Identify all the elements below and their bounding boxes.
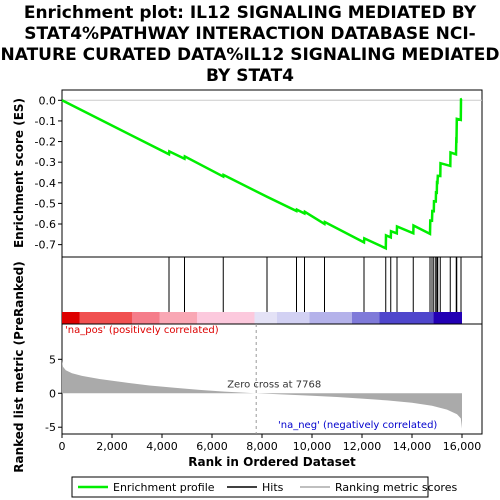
x-tick-label: 2,000 — [96, 440, 128, 453]
heatmap-band — [62, 312, 80, 324]
es-y-tick-label: -0.5 — [35, 197, 56, 210]
hit-marks — [168, 257, 462, 312]
chart-title-line-1: STAT4%PATHWAY INTERACTION DATABASE NCI- — [24, 24, 475, 44]
chart-title: Enrichment plot: IL12 SIGNALING MEDIATED… — [1, 3, 500, 86]
zero-cross-label: Zero cross at 7768 — [227, 379, 321, 390]
es-y-tick-label: -0.3 — [35, 156, 56, 169]
es-y-axis: 0.0 -0.1 -0.2 -0.3 -0.4 -0.5 -0.6 -0.7 — [35, 94, 62, 252]
hits-panel — [61, 256, 483, 325]
es-panel-frame — [61, 89, 483, 258]
x-tick-label: 16,000 — [443, 440, 482, 453]
heatmap-band — [197, 312, 255, 324]
metric-y-axis: 5 0 -5 — [45, 353, 62, 434]
heatmap-band — [79, 312, 132, 324]
x-tick-label: 12,000 — [343, 440, 382, 453]
metric-y-axis-label: Ranked list metric (PreRanked) — [12, 261, 26, 473]
heatmap-band — [352, 312, 380, 324]
es-y-tick-label: -0.4 — [35, 177, 56, 190]
x-axis: 0 2,000 4,000 6,000 8,000 10,000 12,000 14,000 1… — [59, 434, 482, 453]
es-y-tick-label: -0.1 — [35, 115, 56, 128]
legend-label-hits: Hits — [262, 481, 284, 494]
x-tick-label: 14,000 — [393, 440, 432, 453]
x-tick-label: 6,000 — [196, 440, 228, 453]
heatmap-band — [379, 312, 434, 324]
x-tick-label: 10,000 — [293, 440, 332, 453]
heatmap-band — [433, 312, 462, 324]
es-y-tick-label: 0.0 — [39, 94, 57, 107]
enrichment-profile-line — [61, 97, 463, 251]
negative-correlation-label: 'na_neg' (negatively correlated) — [278, 420, 437, 431]
ranking-metric-area — [62, 360, 462, 429]
heatmap-band — [309, 312, 352, 324]
heatmap-band — [277, 312, 310, 324]
ranked-metric-panel: Zero cross at 7768 'na_pos' (positively … — [12, 261, 483, 473]
metric-panel-frame — [61, 323, 483, 435]
es-y-axis-label: Enrichment score (ES) — [12, 98, 26, 248]
x-tick-label: 0 — [59, 440, 66, 453]
metric-y-tick-label: -5 — [45, 421, 56, 434]
x-axis-label: Rank in Ordered Dataset — [188, 455, 356, 469]
legend-label-enrichment-profile: Enrichment profile — [113, 481, 215, 494]
es-y-tick-label: -0.2 — [35, 136, 56, 149]
chart-title-line-2: NATURE CURATED DATA%IL12 SIGNALING MEDIA… — [1, 45, 500, 65]
positive-correlation-label: 'na_pos' (positively correlated) — [65, 325, 219, 336]
x-tick-label: 8,000 — [246, 440, 278, 453]
chart-title-line-3: BY STAT4 — [206, 66, 294, 86]
es-y-tick-label: -0.7 — [35, 239, 56, 252]
x-tick-label: 4,000 — [146, 440, 178, 453]
legend: Enrichment profile Hits Ranking metric s… — [71, 476, 457, 498]
enrichment-score-panel: 0.0 -0.1 -0.2 -0.3 -0.4 -0.5 -0.6 -0.7 Enrichme… — [12, 89, 483, 258]
heatmap-band — [132, 312, 160, 324]
legend-label-ranking-metric-scores: Ranking metric scores — [335, 481, 457, 494]
metric-y-tick-label: 0 — [49, 387, 56, 400]
chart-title-line-0: Enrichment plot: IL12 SIGNALING MEDIATED… — [24, 3, 477, 23]
metric-y-tick-label: 5 — [49, 353, 56, 366]
rank-heatmap — [62, 312, 462, 324]
heatmap-band — [159, 312, 197, 324]
heatmap-band — [254, 312, 277, 324]
es-y-tick-label: -0.6 — [35, 218, 56, 231]
